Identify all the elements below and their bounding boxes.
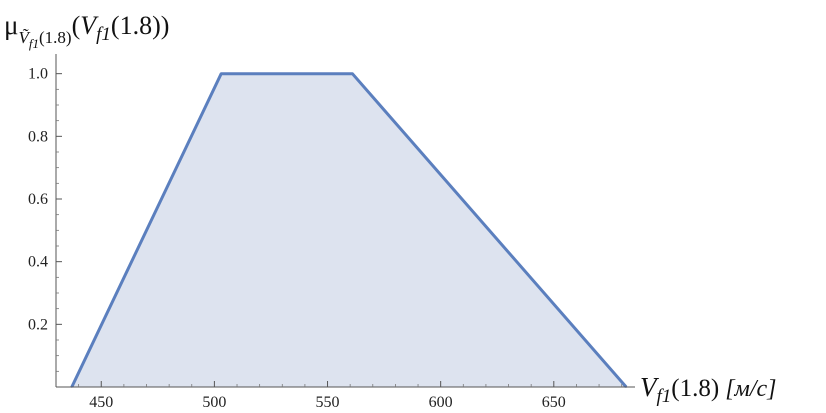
y-axis-var: V bbox=[80, 11, 99, 40]
axes bbox=[55, 54, 635, 388]
x-axis-var: V bbox=[640, 372, 660, 402]
y-axis-sub-sub: f1 bbox=[29, 36, 39, 51]
y-axis-var-arg: (1.8) bbox=[111, 11, 161, 40]
x-tick-label: 600 bbox=[429, 394, 453, 411]
y-tick-label: 0.4 bbox=[28, 254, 48, 271]
plot-area bbox=[70, 72, 628, 388]
x-tick-label: 650 bbox=[542, 394, 566, 411]
y-axis-title: μṼf1(1.8)(Vf1(1.8)) bbox=[4, 10, 169, 51]
y-axis-var-sub: f1 bbox=[96, 24, 111, 45]
y-axis-paren-close: ) bbox=[161, 11, 170, 40]
x-axis-var-sub: f1 bbox=[657, 386, 672, 407]
y-tick-label: 1.0 bbox=[28, 66, 48, 83]
x-tick-label: 550 bbox=[316, 394, 340, 411]
data-point bbox=[351, 72, 354, 75]
x-tick-label: 500 bbox=[202, 394, 226, 411]
y-tick-label: 0.6 bbox=[28, 191, 48, 208]
series-line bbox=[70, 72, 628, 388]
y-tick-label: 0.2 bbox=[28, 316, 48, 333]
x-axis-title: Vf1(1.8) [м/с] bbox=[640, 372, 777, 407]
x-tick-label: 450 bbox=[89, 394, 113, 411]
y-tick-label: 0.8 bbox=[28, 128, 48, 145]
x-axis-var-arg: (1.8) bbox=[671, 375, 719, 402]
x-axis-unit: [м/с] bbox=[725, 376, 776, 402]
ticks: 450 500 550 600 650 0.2 0.4 0.6 0.8 1.0 bbox=[28, 66, 623, 411]
y-axis-sub-var: Ṽ bbox=[18, 28, 31, 47]
data-point bbox=[220, 72, 222, 75]
y-axis-sub-arg: (1.8) bbox=[39, 28, 72, 47]
y-axis-mu: μ bbox=[4, 10, 18, 40]
y-axis-paren-open: ( bbox=[72, 11, 81, 40]
area-fill bbox=[71, 73, 627, 387]
